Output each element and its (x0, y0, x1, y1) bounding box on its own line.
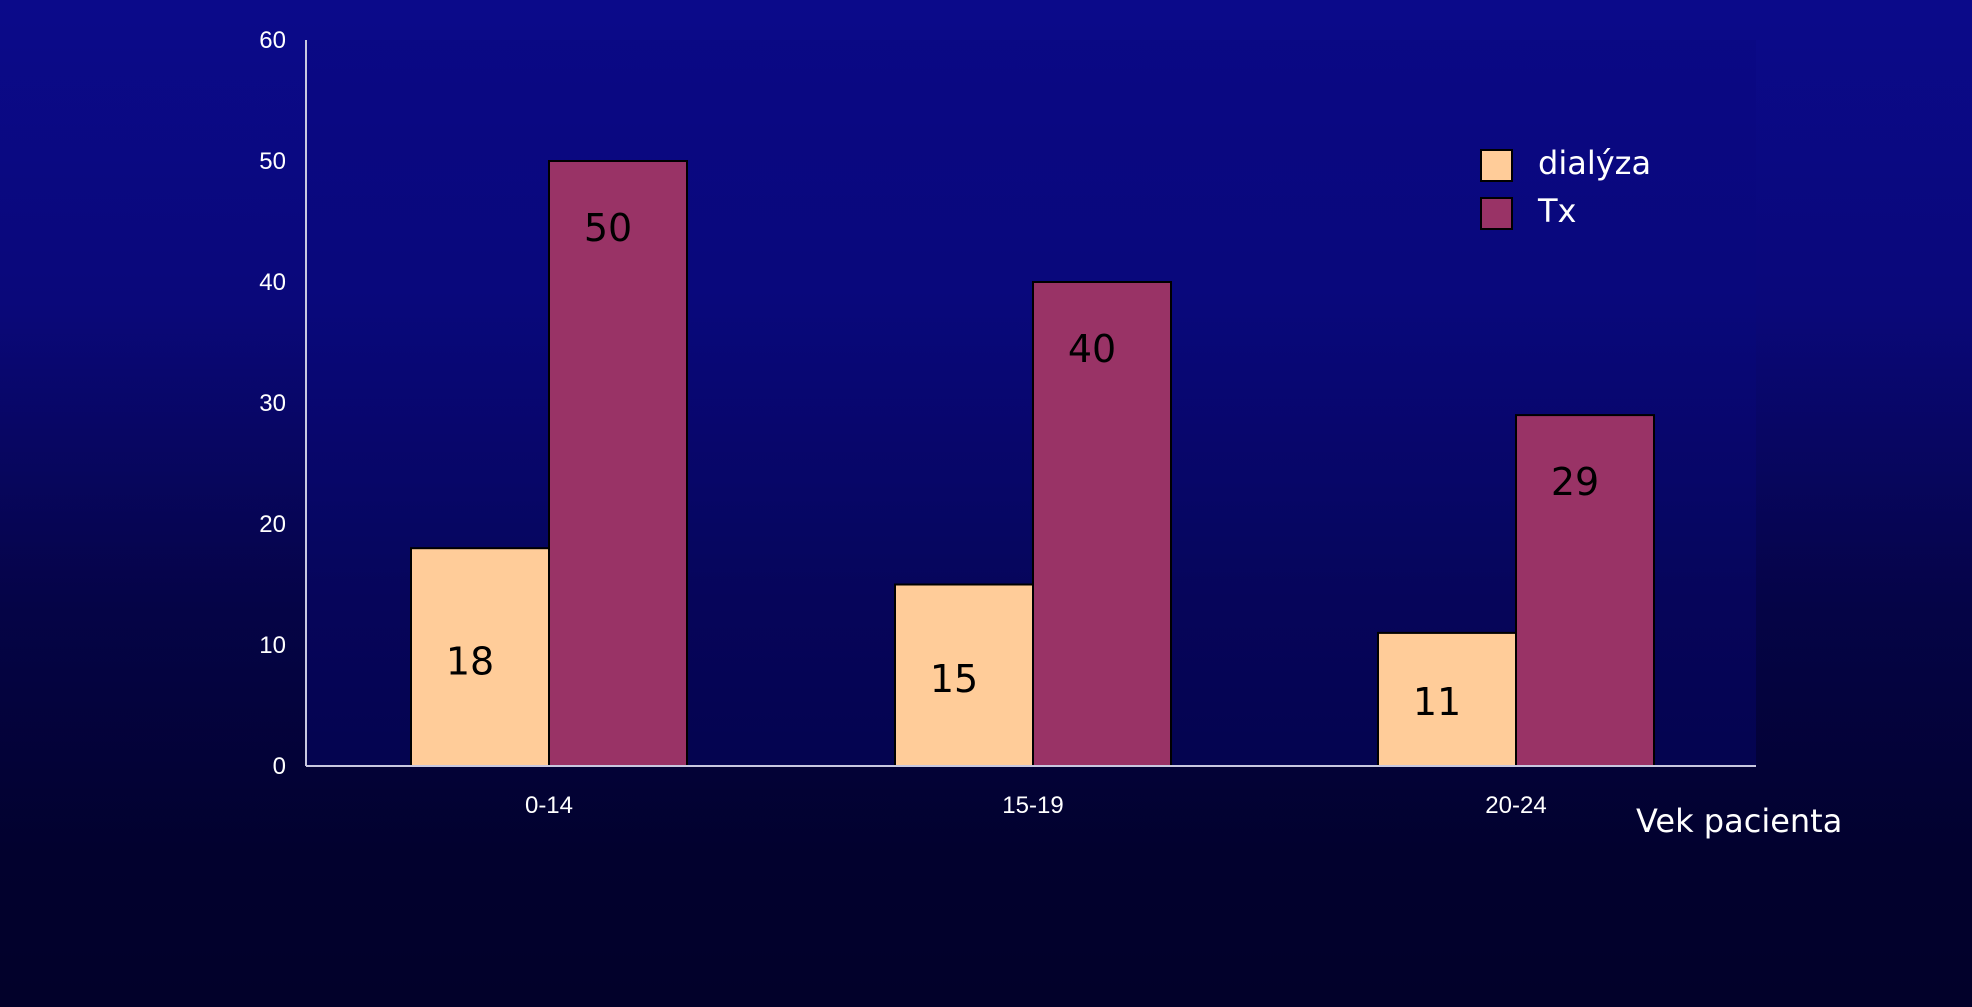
y-tick-label-60: 60 (259, 27, 286, 54)
axes-layer: 0-14 15-19 20-24 0 10 20 30 40 50 60 (259, 27, 1756, 819)
data-label-dialyza-20-24: 11 (1413, 680, 1461, 724)
y-tick-label-40: 40 (259, 269, 286, 296)
data-label-dialyza-0-14: 18 (446, 639, 494, 683)
y-tick-label-30: 30 (259, 390, 286, 417)
legend-label-dialyza: dialýza (1538, 144, 1651, 182)
bar-dialyza-15-19 (894, 583, 1034, 767)
y-tick-label-0: 0 (273, 753, 286, 780)
bar-tx-0-14 (548, 160, 688, 767)
bars-layer (410, 160, 1655, 768)
x-tick-label-20-24: 20-24 (1485, 792, 1546, 819)
legend: dialýza Tx (1480, 144, 1651, 230)
bar-dialyza-0-14 (410, 547, 550, 768)
x-axis-title: Vek pacienta (1636, 802, 1842, 840)
data-label-tx-0-14: 50 (584, 206, 632, 250)
x-tick-label-0-14: 0-14 (525, 792, 573, 819)
data-label-tx-15-19: 40 (1068, 327, 1116, 371)
y-tick-label-20: 20 (259, 511, 286, 538)
data-labels-layer: 18 50 15 40 11 29 (446, 206, 1599, 724)
legend-label-tx: Tx (1537, 192, 1576, 230)
y-tick-label-50: 50 (259, 148, 286, 175)
data-label-tx-20-24: 29 (1551, 460, 1599, 504)
legend-swatch-dialyza (1480, 149, 1513, 182)
bar-tx-15-19 (1032, 281, 1172, 767)
legend-swatch-tx (1480, 197, 1513, 230)
y-tick-label-10: 10 (259, 632, 286, 659)
x-tick-label-15-19: 15-19 (1002, 792, 1063, 819)
data-label-dialyza-15-19: 15 (930, 657, 978, 701)
